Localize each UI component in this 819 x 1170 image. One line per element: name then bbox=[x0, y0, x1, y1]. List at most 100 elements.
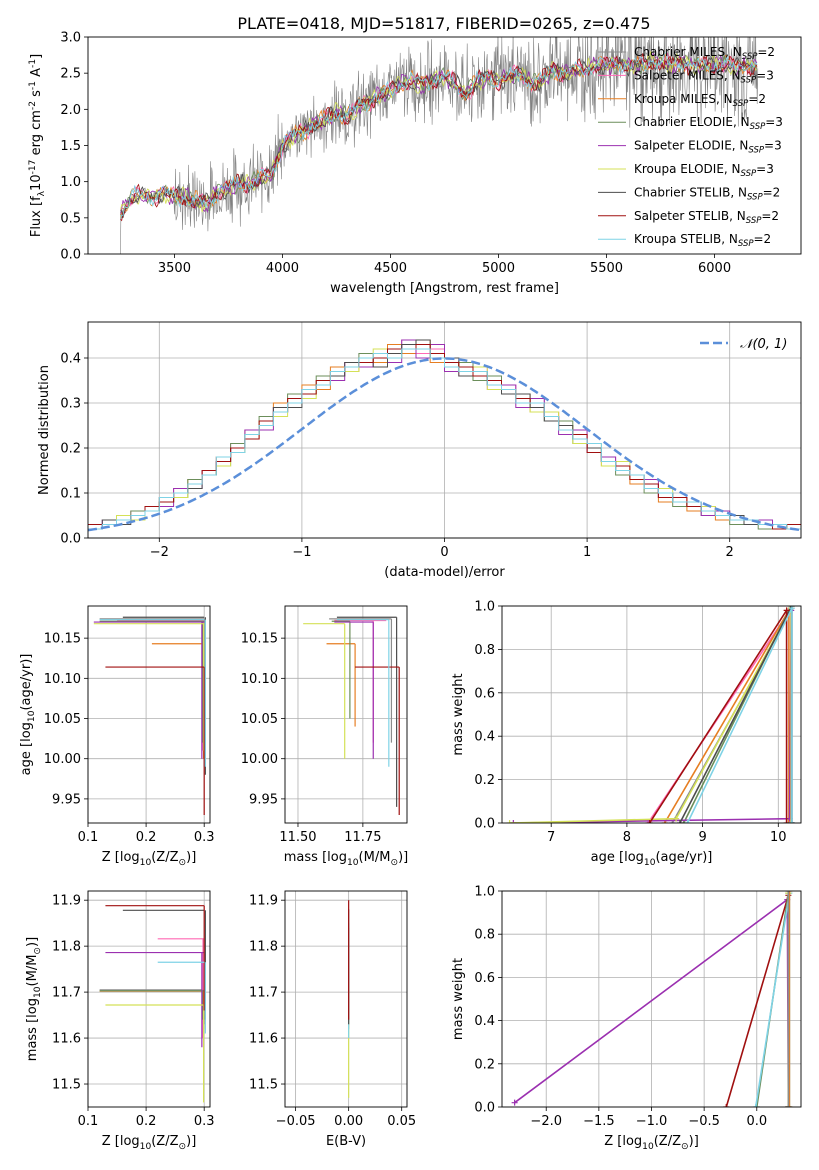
legend-label-chabrier_miles: Chabrier MILES, NSSP=2 bbox=[634, 45, 775, 62]
mass_vs_z-ytick-label: 11.9 bbox=[52, 894, 81, 909]
spectrum-xtick-label: 6000 bbox=[698, 261, 731, 276]
mass_vs_z-xtick-label: 0.2 bbox=[136, 1114, 157, 1129]
mw_vs_z-ytick-label: 0.0 bbox=[474, 1101, 495, 1116]
age-vs-metallicity-panel: 0.1 0.2 0.3 9.95 10.00 10.05 10.10 10.15 Z [log1… bbox=[19, 605, 215, 868]
age_vs_mass-ytick-label: 10.10 bbox=[241, 672, 278, 687]
legend-label-chabrier_stelib: Chabrier STELIB, NSSP=2 bbox=[634, 185, 780, 202]
residuals-ytick-label: 0.2 bbox=[60, 442, 81, 457]
age_vs_z-ytick-label: 10.15 bbox=[44, 632, 81, 647]
mw_vs_z-xtick-label: −1.5 bbox=[583, 1114, 615, 1129]
legend-label-chabrier_elodie: Chabrier ELODIE, NSSP=3 bbox=[634, 115, 783, 132]
mw_vs_age-marker-kroupa_stelib bbox=[684, 820, 691, 823]
mw_vs_z-marker-kroupa_stelib bbox=[752, 1104, 759, 1107]
spectrum-ytick-label: 3.0 bbox=[60, 31, 81, 46]
mw_vs_age-line-salpeter_stelib bbox=[648, 607, 788, 823]
age_vs_z-ytick-label: 10.10 bbox=[44, 672, 81, 687]
mw_vs_z-xtick-label: −2.0 bbox=[530, 1114, 562, 1129]
age_vs_mass-axes-frame bbox=[284, 605, 408, 824]
mw_vs_z-ytick-label: 0.2 bbox=[474, 1057, 495, 1072]
mw_vs_z-line-kroupa_stelib bbox=[754, 893, 791, 1107]
mass_vs_ebv-ytick-label: 11.5 bbox=[249, 1078, 278, 1093]
age_vs_z-grid bbox=[87, 606, 210, 823]
mw_vs_age-line-chabrier_stelib bbox=[679, 606, 793, 823]
mass-vs-metallicity-panel: 0.1 0.2 0.3 11.5 11.6 11.7 11.8 11.9 Z [log10(Z/… bbox=[25, 890, 215, 1152]
mass_vs_ebv-ytick-label: 11.7 bbox=[249, 986, 278, 1001]
age_vs_mass-plot-area bbox=[303, 616, 400, 815]
mw_vs_z-marker-chabrier_miles bbox=[785, 891, 792, 894]
legend-label-kroupa_stelib: Kroupa STELIB, NSSP=2 bbox=[634, 232, 771, 249]
age-vs-mass-panel: 11.50 11.75 9.95 10.00 10.05 10.10 10.15 mass [… bbox=[241, 605, 408, 868]
spectrum-panel: 3500 4000 4500 5000 5500 6000 0.0 0.5 1.0 1.5 2.0 2… bbox=[28, 31, 802, 296]
mw_vs_z-marker-salpeter_stelib bbox=[723, 1104, 730, 1107]
age_vs_z-ytick-label: 9.95 bbox=[52, 792, 81, 807]
age_vs_mass-ytick-label: 9.95 bbox=[249, 792, 278, 807]
mw_vs_age-marker-chabrier_stelib bbox=[676, 820, 683, 823]
mass-weight-vs-metallicity-panel: −2.0 −1.5 −1.0 −0.5 0.0 0.0 0.2 0.4 0.6 0.8 1.0 Z [… bbox=[451, 885, 802, 1152]
mass_vs_z-xlabel: Z [log10(Z/Z⊙)] bbox=[102, 1134, 197, 1152]
mw_vs_age-ytick-label: 0.4 bbox=[474, 730, 495, 745]
mw_vs_z-line-salpeter_stelib bbox=[725, 895, 790, 1107]
mass_vs_ebv-xtick-label: 0.00 bbox=[334, 1114, 363, 1129]
mass-weight-vs-age-panel: 7 8 9 10 0.0 0.2 0.4 0.6 0.8 1.0 age [log10(age/yr… bbox=[451, 600, 802, 868]
mass_vs_z-grid bbox=[87, 891, 210, 1107]
mw_vs_z-marker-chabrier_miles bbox=[785, 1104, 792, 1107]
age_vs_z-ylabel: age [log10(age/yr)] bbox=[19, 654, 37, 776]
spectrum-ytick-label: 1.5 bbox=[60, 139, 81, 154]
spectrum-xtick-label: 5500 bbox=[590, 261, 623, 276]
mw_vs_z-plot-area bbox=[511, 891, 793, 1107]
mw_vs_z-marker-kroupa_miles bbox=[786, 891, 793, 894]
mass_vs_ebv-xtick-label: 0.05 bbox=[387, 1114, 416, 1129]
residuals-ytick-label: 0.1 bbox=[60, 487, 81, 502]
normal-distribution-curve bbox=[88, 357, 801, 532]
spectrum-ytick-label: 2.0 bbox=[60, 103, 81, 118]
residuals-xlabel: (data-model)/error bbox=[384, 565, 505, 580]
legend-label-kroupa_elodie: Kroupa ELODIE, NSSP=3 bbox=[634, 162, 774, 179]
mw_vs_age-xtick-label: 8 bbox=[623, 830, 631, 845]
age_vs_mass-xtick-label: 11.50 bbox=[279, 830, 316, 845]
age_vs_z-xtick-label: 0.1 bbox=[78, 830, 99, 845]
spectrum-ytick-label: 1.0 bbox=[60, 175, 81, 190]
mw_vs_age-ytick-label: 0.6 bbox=[474, 686, 495, 701]
residuals-legend: 𝒩(0, 1) bbox=[700, 337, 787, 352]
residuals-ytick-label: 0.0 bbox=[60, 532, 81, 547]
mw_vs_z-xtick-label: −0.5 bbox=[688, 1114, 720, 1129]
mw_vs_z-ytick-label: 0.6 bbox=[474, 971, 495, 986]
mw_vs_age-ylabel: mass weight bbox=[451, 673, 466, 755]
mw_vs_age-xlabel: age [log10(age/yr)] bbox=[591, 850, 713, 868]
model-spectrum-salpeter_elodie bbox=[120, 52, 758, 214]
mass_vs_ebv-xtick-label: −0.05 bbox=[276, 1114, 316, 1129]
spectrum-xtick-label: 4500 bbox=[374, 261, 407, 276]
residuals-xtick-label: 1 bbox=[583, 545, 591, 560]
mw_vs_age-ytick-label: 0.0 bbox=[474, 817, 495, 832]
spectrum-plot-area bbox=[120, 37, 759, 254]
mw_vs_age-line-salpeter_elodie bbox=[513, 610, 792, 823]
residuals-xtick-label: 2 bbox=[726, 545, 734, 560]
age_vs_mass-ytick-label: 10.00 bbox=[241, 752, 278, 767]
mw_vs_z-xtick-label: −1.0 bbox=[636, 1114, 668, 1129]
observed-spectrum-line bbox=[120, 37, 759, 254]
spectrum-xtick-label: 5000 bbox=[482, 261, 515, 276]
mw_vs_z-axes-frame bbox=[501, 890, 802, 1108]
mw_vs_age-xtick-label: 7 bbox=[547, 830, 555, 845]
residuals-ylabel: Normed distribution bbox=[37, 365, 52, 495]
spectrum-xtick-label: 3500 bbox=[158, 261, 191, 276]
age_vs_mass-xtick-label: 11.75 bbox=[344, 830, 381, 845]
age_vs_mass-ytick-label: 10.15 bbox=[241, 632, 278, 647]
mass_vs_z-ytick-label: 11.5 bbox=[52, 1078, 81, 1093]
mass_vs_z-ytick-label: 11.6 bbox=[52, 1032, 81, 1047]
residuals-xtick-label: 0 bbox=[440, 545, 448, 560]
age_vs_mass-xlabel: mass [log10(M/M⊙)] bbox=[284, 850, 408, 868]
mw_vs_age-ytick-label: 1.0 bbox=[474, 600, 495, 615]
legend-label-salpeter_stelib: Salpeter STELIB, NSSP=2 bbox=[634, 209, 779, 226]
mass_vs_ebv-ytick-label: 11.8 bbox=[249, 940, 278, 955]
mass_vs_ebv-ytick-label: 11.6 bbox=[249, 1032, 278, 1047]
mw_vs_age-marker-kroupa_stelib bbox=[788, 820, 795, 823]
spectrum-ytick-label: 0.5 bbox=[60, 211, 81, 226]
residuals-xtick-label: −1 bbox=[292, 545, 311, 560]
mw_vs_age-line-kroupa_elodie bbox=[509, 607, 792, 823]
age_vs_z-ytick-label: 10.00 bbox=[44, 752, 81, 767]
mw_vs_age-marker-salpeter_stelib bbox=[783, 820, 790, 823]
age_vs_z-xlabel: Z [log10(Z/Z⊙)] bbox=[102, 850, 197, 868]
legend-label-kroupa_miles: Kroupa MILES, NSSP=2 bbox=[634, 92, 766, 109]
